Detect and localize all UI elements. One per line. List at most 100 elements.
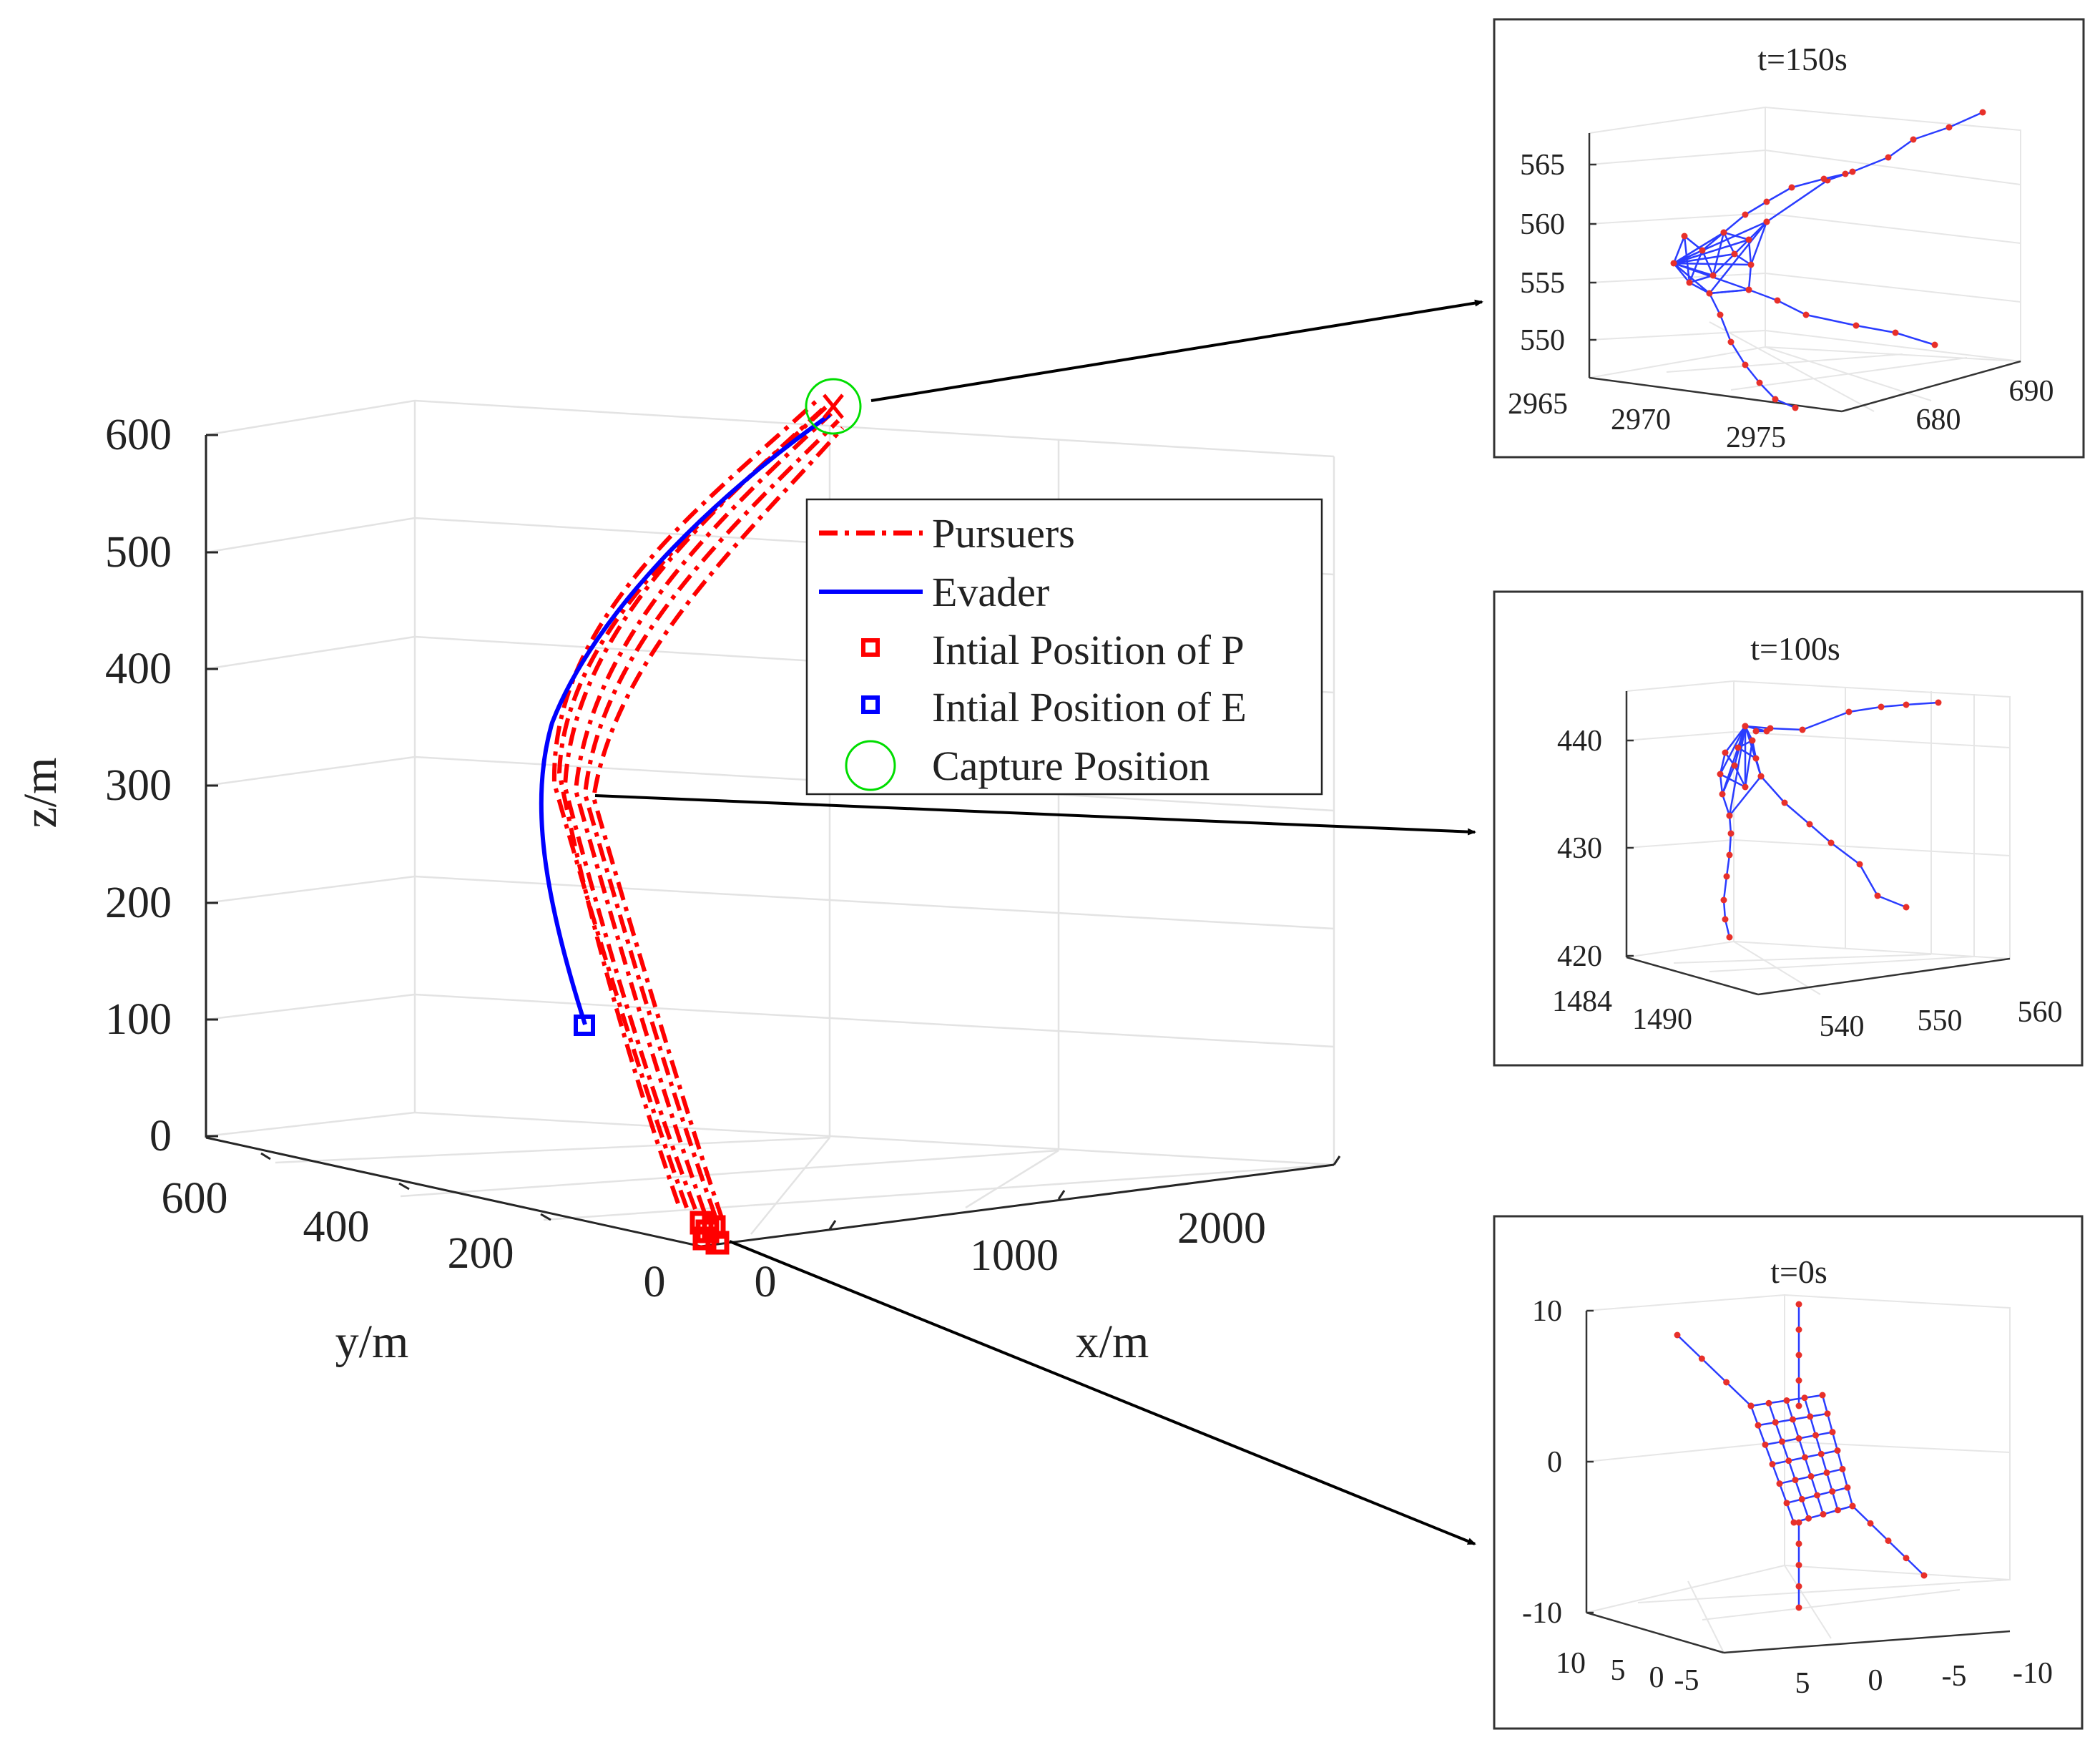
mesh-edge — [1750, 1405, 1760, 1426]
z-tick-label: 300 — [105, 761, 172, 810]
inset-z-tick: 550 — [1520, 324, 1565, 357]
mesh-node — [1842, 170, 1849, 177]
mesh-edge — [1809, 1416, 1817, 1436]
formation-mesh — [1717, 699, 1942, 941]
mesh-node — [1698, 1355, 1705, 1362]
mesh-edge — [1880, 703, 1907, 708]
mesh-node — [1878, 703, 1885, 710]
mesh-edge — [1745, 364, 1760, 383]
mesh-node — [1853, 322, 1860, 329]
mesh-node — [1727, 338, 1735, 346]
mesh-edge — [1725, 854, 1731, 877]
evader-initial-marker — [574, 1015, 595, 1036]
pursuer-initial-marker — [695, 1219, 720, 1243]
mesh-edge — [1855, 324, 1896, 334]
mesh-edge — [1750, 221, 1768, 265]
mesh-edge — [1683, 235, 1691, 283]
mesh-node — [1834, 1447, 1841, 1454]
mesh-edge — [1719, 773, 1746, 788]
main-plot: 600 500 400 300 200 100 0 600 400 200 0 … — [14, 378, 1341, 1368]
inset-y-tick: 550 — [1918, 1005, 1963, 1037]
mesh-node — [1742, 211, 1749, 218]
inset-z-tick: 440 — [1557, 725, 1602, 758]
mesh-node — [1807, 1413, 1814, 1420]
mesh-node — [1674, 1331, 1681, 1339]
mesh-node — [1747, 261, 1755, 268]
inset-grid — [1586, 1294, 2011, 1653]
mesh-node — [1820, 1511, 1827, 1517]
mesh-node — [1903, 1555, 1910, 1562]
mesh-node — [1726, 934, 1733, 941]
mesh-node — [1699, 247, 1706, 254]
mesh-node — [1845, 708, 1853, 715]
mesh-edge — [1852, 1505, 1871, 1525]
mesh-node — [1795, 1351, 1802, 1359]
mesh-edge — [1673, 220, 1767, 265]
arrow-to-t100 — [594, 794, 1476, 836]
mesh-node — [1785, 1457, 1792, 1465]
inset-y-tick: 560 — [2018, 996, 2063, 1029]
mesh-edge — [1709, 221, 1767, 294]
mesh-node — [1920, 1572, 1928, 1579]
legend-label: Evader — [932, 569, 1049, 615]
mesh-edge — [1744, 740, 1754, 788]
mesh-node — [1867, 1520, 1874, 1527]
mesh-node — [1795, 1435, 1802, 1442]
mesh-edge — [1729, 776, 1762, 816]
mesh-edge — [1816, 1495, 1825, 1515]
z-tick-label: 400 — [105, 645, 172, 693]
mesh-node — [1790, 1519, 1797, 1526]
inset-title: t=0s — [1770, 1253, 1827, 1290]
mesh-node — [1756, 379, 1763, 386]
inset-y-tick: -10 — [2013, 1657, 2053, 1690]
mesh-node — [1910, 136, 1917, 143]
inset-z-tick: 565 — [1520, 149, 1565, 182]
y-axis-label: y/m — [335, 1316, 409, 1368]
mesh-edge — [1830, 842, 1860, 865]
mesh-node — [1781, 799, 1788, 806]
inset-grid — [1626, 680, 2011, 995]
mesh-node — [1757, 773, 1765, 780]
inset-z-tick: 560 — [1520, 208, 1565, 241]
mesh-edge — [1722, 899, 1727, 920]
inset-grid — [1589, 106, 2021, 412]
mesh-node — [1783, 1397, 1790, 1404]
mesh-edge — [1722, 876, 1728, 901]
mesh-node — [1670, 260, 1677, 267]
legend-capture-swatch — [845, 740, 896, 791]
mesh-edge — [1760, 776, 1785, 803]
mesh-node — [1747, 1402, 1755, 1409]
mesh-node — [1795, 1326, 1802, 1333]
mesh-edge — [1791, 177, 1825, 189]
mesh-edge — [1724, 725, 1746, 753]
mesh-node — [1763, 218, 1770, 225]
inset-title: t=150s — [1757, 41, 1848, 77]
mesh-edge — [1877, 894, 1907, 909]
mesh-node — [1731, 762, 1738, 769]
formation-mesh — [1674, 1301, 1928, 1611]
mesh-edge — [1787, 1460, 1797, 1480]
pursuer-trajectory — [562, 407, 825, 1211]
mesh-edge — [1734, 239, 1750, 255]
z-tick-label: 100 — [105, 995, 172, 1044]
mesh-edge — [1719, 773, 1724, 795]
inset-axes — [1588, 133, 2021, 413]
mesh-node — [1835, 1507, 1841, 1514]
mesh-node — [1801, 1394, 1808, 1402]
mesh-edge — [1719, 752, 1727, 775]
mesh-node — [1792, 404, 1799, 411]
legend-p-swatch — [861, 638, 880, 657]
mesh-node — [1802, 311, 1810, 318]
legend-label: Intial Position of E — [932, 684, 1247, 730]
mesh-node — [1774, 297, 1781, 304]
mesh-node — [1823, 1469, 1830, 1476]
zoom-arrows — [594, 299, 1483, 1545]
inset-x-tick: 1484 — [1552, 985, 1612, 1018]
inset-x-tick: 10 — [1556, 1647, 1586, 1680]
mesh-edge — [1748, 288, 1778, 302]
mesh-edge — [1721, 793, 1731, 816]
mesh-edge — [1684, 235, 1703, 251]
mesh-node — [1805, 1515, 1812, 1522]
mesh-node — [1752, 728, 1760, 735]
mesh-edge — [1815, 1434, 1822, 1455]
